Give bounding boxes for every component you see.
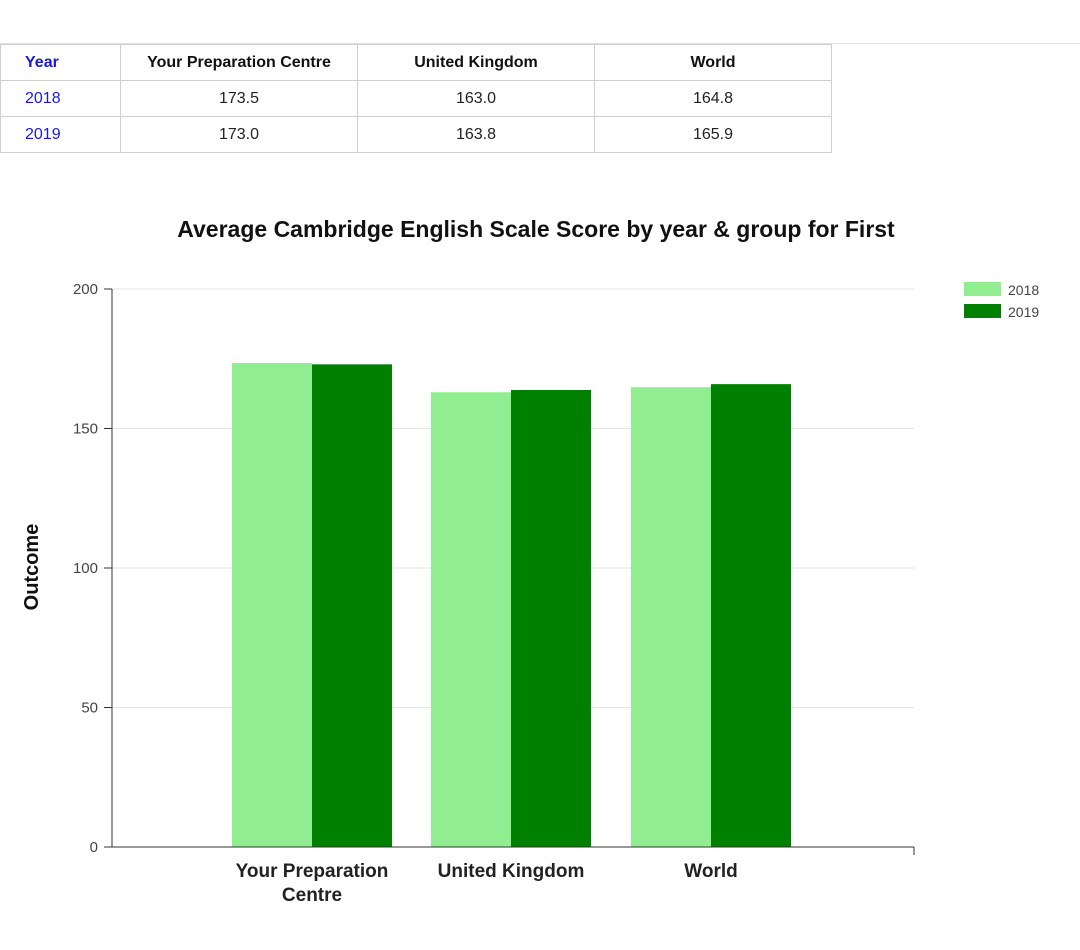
x-category-label: United Kingdom (438, 861, 585, 882)
table-row: 2018 173.5 163.0 164.8 (0, 80, 832, 117)
axes: 0 50 100 150 200 Your Preparation Centre United… (73, 281, 915, 906)
table-header-row: Year Your Preparation Centre United King… (0, 44, 832, 81)
top-divider (0, 43, 1080, 44)
y-tick-label: 0 (90, 839, 98, 856)
table-cell: 165.9 (594, 116, 832, 153)
table-header-uk: United Kingdom (357, 44, 595, 81)
legend-swatch (964, 282, 1001, 296)
bar (511, 389, 591, 847)
table-cell-year: 2019 (0, 116, 121, 153)
bar (431, 392, 511, 847)
y-tick-label: 200 (73, 281, 98, 298)
chart-title: Average Cambridge English Scale Score by… (177, 216, 895, 242)
legend-label: 2018 (1008, 282, 1039, 298)
legend: 2018 2019 (964, 282, 1039, 320)
bar (232, 362, 312, 847)
table-cell-year: 2018 (0, 80, 121, 117)
table-cell: 163.0 (357, 80, 595, 117)
table-cell: 173.5 (120, 80, 358, 117)
y-tick-label: 50 (81, 700, 98, 717)
table-cell: 173.0 (120, 116, 358, 153)
scores-table: Year Your Preparation Centre United King… (0, 44, 832, 153)
bars (232, 362, 791, 847)
table-row: 2019 173.0 163.8 165.9 (0, 116, 832, 153)
y-axis-label: Outcome (21, 524, 43, 611)
bar (631, 387, 711, 847)
table-cell: 164.8 (594, 80, 832, 117)
table-header-world: World (594, 44, 832, 81)
x-category-label: Your Preparation Centre (236, 861, 389, 906)
legend-label: 2019 (1008, 304, 1039, 320)
x-category-label: World (684, 861, 737, 882)
legend-swatch (964, 304, 1001, 318)
table-header-year: Year (0, 44, 121, 81)
bar (711, 384, 791, 847)
table-cell: 163.8 (357, 116, 595, 153)
y-tick-label: 150 (73, 421, 98, 438)
table-header-centre: Your Preparation Centre (120, 44, 358, 81)
y-tick-label: 100 (73, 560, 98, 577)
bar (312, 364, 392, 847)
